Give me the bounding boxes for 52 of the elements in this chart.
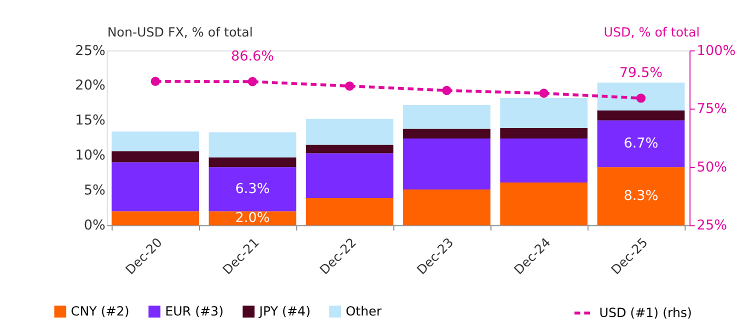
bar [403, 138, 490, 190]
data-label: 79.5% [619, 64, 663, 81]
y-tick-label: 15% [75, 112, 106, 129]
bar [403, 128, 490, 139]
legend-label: JPY (#4) [258, 304, 310, 319]
y-tick-label: 5% [84, 182, 106, 199]
bar [306, 198, 394, 226]
y2-tick-label: 25% [696, 218, 728, 234]
bar [500, 128, 588, 139]
y-tick-label: 20% [75, 78, 106, 94]
y2-tick-label: 100% [696, 42, 736, 59]
bar [500, 138, 588, 183]
legend-label: CNY (#2) [70, 304, 130, 319]
bar [306, 144, 394, 154]
y2-tick-label: 50% [696, 159, 728, 176]
data-label: 6.3% [235, 181, 270, 198]
bar [500, 98, 588, 128]
y-axis-title: Non-USD FX, % of total [107, 24, 253, 40]
y-tick-label: 10% [75, 148, 106, 164]
y-tick-label: 25% [75, 42, 106, 59]
point [345, 81, 354, 91]
point [248, 77, 258, 86]
y-tick-label: 0% [84, 218, 106, 234]
bar [597, 120, 685, 168]
y2-tick-label: 75% [696, 101, 728, 118]
bar [306, 153, 394, 198]
bar [112, 151, 200, 162]
bar [500, 182, 588, 226]
bar [597, 82, 685, 111]
bar [306, 118, 394, 145]
legend-label: USD (#1) (rhs) [599, 304, 692, 320]
bar [403, 190, 490, 226]
bar [112, 162, 200, 212]
data-label: 6.7% [624, 136, 658, 152]
bar [597, 167, 685, 226]
bar [208, 132, 296, 158]
legend-label: Other [346, 304, 382, 319]
bar [208, 167, 296, 212]
data-label: 86.6% [230, 48, 274, 64]
bar [112, 132, 200, 152]
point [442, 86, 452, 96]
legend-label: EUR (#3) [165, 304, 224, 319]
data-label: 8.3% [624, 188, 658, 204]
y2-axis-title: USD, % of total [604, 24, 700, 40]
bar [597, 110, 685, 120]
point [636, 94, 646, 103]
bar [208, 157, 296, 168]
bar [112, 211, 200, 226]
bar [403, 104, 490, 129]
data-label: 2.0% [235, 210, 270, 226]
point [539, 88, 548, 98]
point [150, 76, 160, 86]
